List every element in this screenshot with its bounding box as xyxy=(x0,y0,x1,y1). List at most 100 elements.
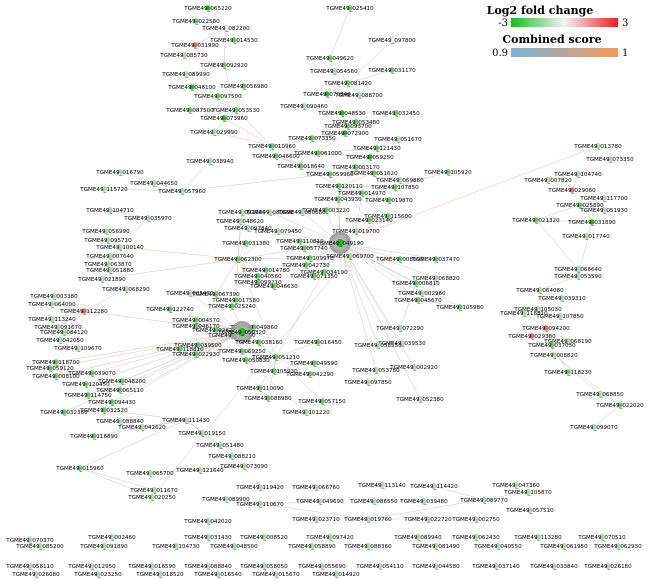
node-label-n50: TGME49_019700 xyxy=(331,229,380,235)
node-label-n74: TGME49_091640 xyxy=(217,210,266,216)
node-label-n114: TGME49_042290 xyxy=(285,372,334,378)
node-n64: TGME49_021890 xyxy=(77,276,126,283)
edge-n36-n37 xyxy=(355,166,401,181)
edge-n83-n89 xyxy=(237,258,259,283)
node-n236: TGME49_016540 xyxy=(193,571,242,578)
node-dot-n130 xyxy=(117,418,123,424)
node-n229: TGME49_044580 xyxy=(411,563,460,570)
node-label-n202: TGME49_002750 xyxy=(451,517,500,523)
node-label-n43: TGME49_120110 xyxy=(314,184,363,190)
edge-n191-n200 xyxy=(225,498,369,520)
node-label-n113: TGME49_105930 xyxy=(249,369,298,375)
edge-n30-n34 xyxy=(271,145,319,154)
node-n57: TGME49_035970 xyxy=(123,215,172,222)
node-label-n144: TGME49_008690 xyxy=(375,257,424,263)
node-dot-n106 xyxy=(237,327,247,337)
node-dot-n174 xyxy=(521,310,527,316)
node-label-n63: TGME49_051880 xyxy=(85,268,134,274)
edge-n28-n34 xyxy=(317,132,346,154)
node-label-n70: TGME49_091670 xyxy=(33,325,82,331)
node-n33: TGME49_046600 xyxy=(251,153,300,160)
node-label-n38: TGME49_105920 xyxy=(423,170,472,176)
node-n134: TGME49_116890 xyxy=(69,433,118,440)
node-n12: TGME49_053530 xyxy=(211,107,260,114)
edge-n106-n120 xyxy=(49,331,243,369)
node-label-n140: TGME49_015960 xyxy=(55,466,104,472)
node-label-n238: TGME49_014920 xyxy=(311,572,360,578)
edge-n18-n20 xyxy=(333,70,349,84)
node-label-n24: TGME49_048530 xyxy=(317,111,366,117)
node-n171: TGME49_064080 xyxy=(515,287,564,294)
node-n121: TGME49_008100 xyxy=(31,373,80,380)
node-n146: TGME49_068820 xyxy=(411,275,460,282)
node-label-n167: TGME49_031890 xyxy=(567,220,616,226)
node-label-n139: TGME49_065700 xyxy=(125,471,174,477)
node-n126: TGME49_114750 xyxy=(63,392,112,399)
node-label-n169: TGME49_066640 xyxy=(553,267,602,273)
node-n43: TGME49_120110 xyxy=(314,183,363,190)
node-n68: TGME49_112280 xyxy=(59,308,108,315)
node-n9: TGME49_056980 xyxy=(219,83,268,90)
node-dot-n105 xyxy=(177,346,183,352)
node-dot-n225 xyxy=(205,563,211,569)
node-n185: TGME49_119420 xyxy=(235,484,284,491)
edge-n86-n158 xyxy=(339,145,599,244)
node-n147: TGME49_006810 xyxy=(391,280,440,287)
node-n237: TGME49_015670 xyxy=(251,571,300,578)
node-n193: TGME49_049690 xyxy=(295,498,344,505)
node-dot-n136 xyxy=(229,453,235,459)
node-label-n118: TGME49_101220 xyxy=(281,410,330,416)
node-label-n94: TGME49_067390 xyxy=(191,292,240,298)
node-label-n39: TGME49_018640 xyxy=(276,164,325,170)
edge-n57-n60 xyxy=(119,217,149,248)
node-dot-n139 xyxy=(147,470,153,476)
node-dot-n12 xyxy=(233,107,239,113)
node-dot-n190 xyxy=(525,489,531,495)
node-dot-n191 xyxy=(223,496,229,502)
node-label-n197: TGME49_057510 xyxy=(505,508,554,514)
node-n2: TGME49_082200 xyxy=(201,25,250,32)
node-label-n4: TGME49_031990 xyxy=(170,43,219,49)
node-n122: TGME49_039070 xyxy=(67,370,116,377)
node-dot-n3 xyxy=(231,37,237,43)
node-n138: TGME49_121640 xyxy=(175,467,224,474)
node-dot-n182 xyxy=(597,391,603,397)
node-n91: TGME49_034190 xyxy=(299,269,348,276)
node-n42: TGME49_107850 xyxy=(370,184,419,191)
node-label-n115: TGME49_110090 xyxy=(235,386,284,392)
node-dot-n149 xyxy=(419,290,425,296)
node-n10: TGME49_097500 xyxy=(193,93,242,100)
node-label-n80: TGME49_110810 xyxy=(275,239,324,245)
node-dot-n223 xyxy=(89,563,95,569)
node-label-n205: TGME49_031430 xyxy=(183,535,232,541)
node-label-n227: TGME49_055690 xyxy=(297,564,346,570)
edge-n12-n14 xyxy=(213,109,237,133)
node-dot-n192 xyxy=(257,501,263,507)
node-n231: TGME49_033840 xyxy=(529,563,578,570)
node-label-n103: TGME49_039500 xyxy=(173,343,222,349)
node-dot-n36 xyxy=(353,164,359,170)
edge-n10-n12 xyxy=(217,95,237,111)
node-dot-n9 xyxy=(241,83,247,89)
node-label-n151: TGME49_072290 xyxy=(375,326,424,332)
node-dot-n93 xyxy=(187,290,193,296)
node-dot-n69 xyxy=(49,316,55,322)
edge-n108-n110 xyxy=(275,341,319,358)
edge-n166-n169 xyxy=(535,219,579,270)
node-dot-n38 xyxy=(445,169,451,175)
node-n222: TGME49_058110 xyxy=(5,563,54,570)
node-dot-n82 xyxy=(243,240,249,246)
node-dot-n116 xyxy=(265,395,271,401)
edge-n97-n106 xyxy=(169,308,243,333)
node-label-n67: TGME49_064000 xyxy=(27,302,76,308)
node-n99: TGME49_046170 xyxy=(171,323,220,330)
node-label-n170: TGME49_053590 xyxy=(553,274,602,280)
node-dot-n111 xyxy=(311,360,317,366)
node-label-n204: TGME49_002460 xyxy=(87,535,136,541)
node-label-n147: TGME49_006810 xyxy=(391,281,440,287)
edge-n31-n32 xyxy=(376,138,399,149)
node-label-n216: TGME49_058890 xyxy=(287,544,336,550)
node-label-n22: TGME49_088700 xyxy=(334,93,383,99)
node-dot-n28 xyxy=(342,130,348,136)
edge-n55-n40 xyxy=(181,173,331,192)
